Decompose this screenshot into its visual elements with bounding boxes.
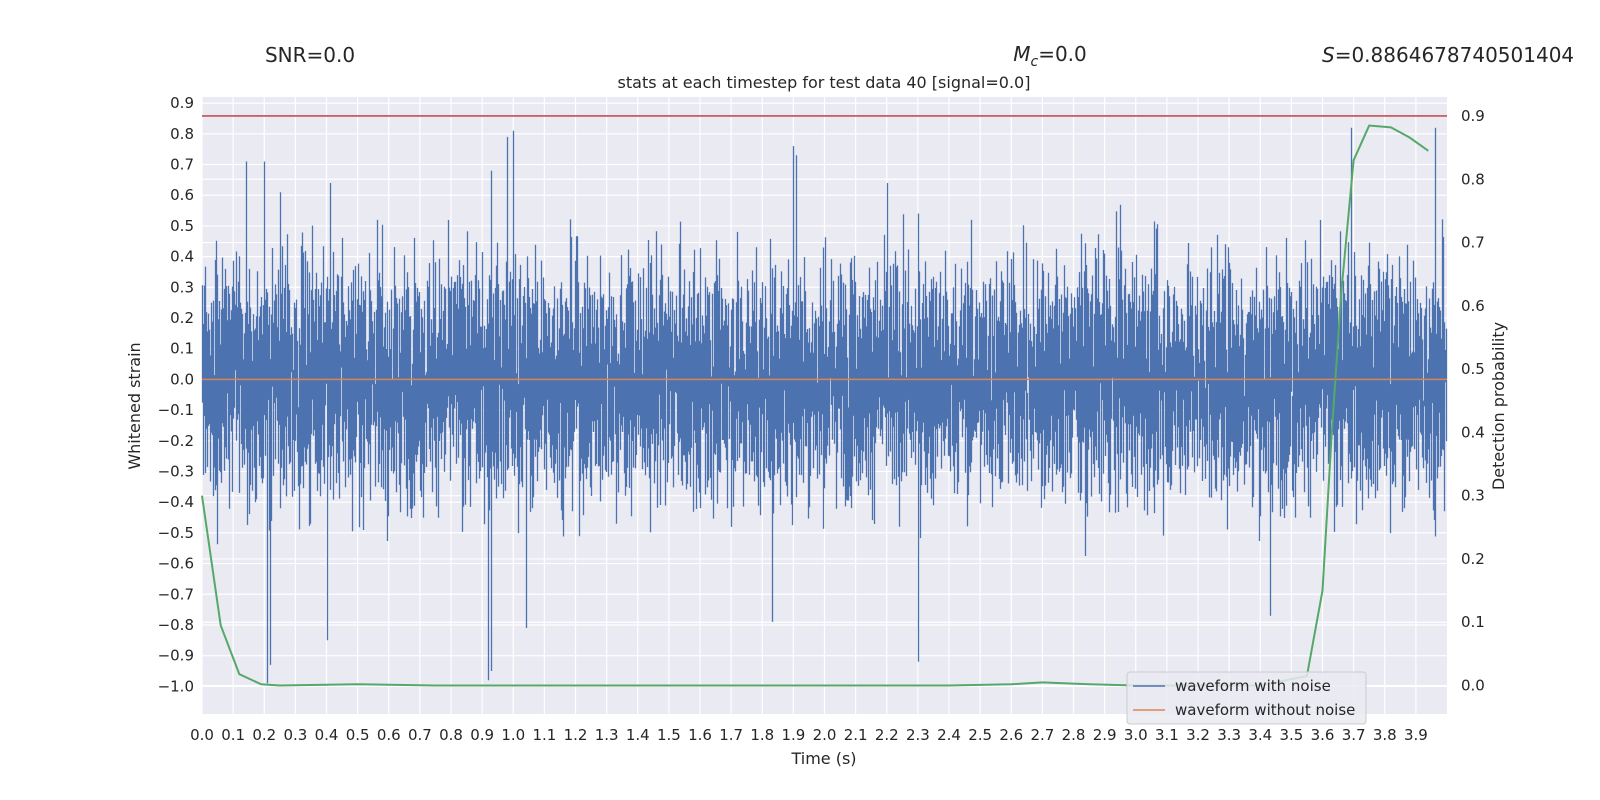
x-tick-labels: 0.0 0.1 0.2 0.3 0.4 0.5 0.6 0.7 0.8 0.9 1.0 1.1 1.2 1… xyxy=(190,726,1428,744)
x-tick-label: 1.8 xyxy=(750,726,774,744)
x-tick-label: 0.2 xyxy=(252,726,276,744)
x-tick-label: 1.0 xyxy=(501,726,525,744)
x-tick-label: 0.1 xyxy=(221,726,245,744)
x-tick-label: 3.5 xyxy=(1279,726,1303,744)
x-tick-label: 3.9 xyxy=(1404,726,1428,744)
x-tick-label: 0.5 xyxy=(346,726,370,744)
y-tick-label: −1.0 xyxy=(158,677,194,695)
chirp-mass-label: Mc=0.0 xyxy=(1013,42,1087,70)
y-tick-label: −0.3 xyxy=(158,462,194,480)
chart-title: stats at each timestep for test data 40 … xyxy=(618,73,1031,92)
y2-tick-label: 0.8 xyxy=(1461,170,1485,188)
y-tick-label: 0.0 xyxy=(170,370,194,388)
x-tick-label: 3.6 xyxy=(1311,726,1335,744)
y-tick-label: 0.4 xyxy=(170,248,194,266)
x-tick-label: 0.9 xyxy=(470,726,494,744)
y-tick-label: 0.6 xyxy=(170,186,194,204)
series-detection-probability xyxy=(201,124,1429,687)
y-tick-label: 0.5 xyxy=(170,217,194,235)
y-tick-label: −0.1 xyxy=(158,401,194,419)
y-tick-label: −0.8 xyxy=(158,616,194,634)
y-tick-label: −0.7 xyxy=(158,585,194,603)
y2-tick-label: 0.6 xyxy=(1461,297,1485,315)
x-tick-label: 0.3 xyxy=(283,726,307,744)
x-tick-label: 0.6 xyxy=(377,726,401,744)
x-tick-label: 2.8 xyxy=(1062,726,1086,744)
legend-label-noise: waveform with noise xyxy=(1175,677,1331,695)
legend: waveform with noise waveform without noi… xyxy=(1126,671,1367,725)
x-tick-label: 3.1 xyxy=(1155,726,1179,744)
y-tick-label: 0.1 xyxy=(170,340,194,358)
y2-tick-label: 0.3 xyxy=(1461,487,1485,505)
y2-tick-label: 0.2 xyxy=(1461,550,1485,568)
x-tick-label: 3.0 xyxy=(1124,726,1148,744)
legend-label-clean: waveform without noise xyxy=(1175,701,1355,719)
x-tick-label: 3.8 xyxy=(1373,726,1397,744)
x-tick-label: 2.0 xyxy=(813,726,837,744)
y2-tick-label: 0.5 xyxy=(1461,360,1485,378)
x-tick-label: 2.6 xyxy=(999,726,1023,744)
y-tick-label: 0.2 xyxy=(170,309,194,327)
y-tick-label: −0.9 xyxy=(158,647,194,665)
legend-box xyxy=(1126,671,1367,725)
y-axis-label: Whitened strain xyxy=(125,342,144,469)
y2-tick-label: 0.7 xyxy=(1461,234,1485,252)
y2-tick-label: 0.9 xyxy=(1461,107,1485,125)
x-axis-label: Time (s) xyxy=(790,749,856,768)
y-tick-labels: 0.9 0.8 0.7 0.6 0.5 0.4 0.3 0.2 0.1 0.0 −0.1 −0.2 −0… xyxy=(158,94,194,695)
x-tick-label: 2.4 xyxy=(937,726,961,744)
x-tick-label: 2.7 xyxy=(1030,726,1054,744)
x-tick-label: 1.3 xyxy=(595,726,619,744)
x-tick-label: 0.4 xyxy=(315,726,339,744)
y2-tick-label: 0.1 xyxy=(1461,613,1485,631)
x-tick-label: 3.7 xyxy=(1342,726,1366,744)
x-tick-label: 2.2 xyxy=(875,726,899,744)
y-tick-label: 0.3 xyxy=(170,278,194,296)
x-tick-label: 1.5 xyxy=(657,726,681,744)
x-tick-label: 2.5 xyxy=(968,726,992,744)
y2-tick-labels: 0.9 0.8 0.7 0.6 0.5 0.4 0.3 0.2 0.1 0.0 xyxy=(1461,107,1485,695)
y2-tick-label: 0.4 xyxy=(1461,423,1485,441)
x-tick-label: 0.7 xyxy=(408,726,432,744)
y2-tick-label: 0.0 xyxy=(1461,677,1485,695)
x-tick-label: 2.9 xyxy=(1093,726,1117,744)
x-tick-label: 3.2 xyxy=(1186,726,1210,744)
x-tick-label: 3.4 xyxy=(1248,726,1272,744)
y-tick-label: 0.7 xyxy=(170,156,194,174)
y-tick-label: 0.8 xyxy=(170,125,194,143)
y-tick-label: −0.4 xyxy=(158,493,194,511)
score-label: S=0.8864678740501404 xyxy=(1322,43,1574,67)
y-tick-label: −0.5 xyxy=(158,524,194,542)
x-tick-label: 2.3 xyxy=(906,726,930,744)
x-tick-label: 1.2 xyxy=(564,726,588,744)
x-tick-label: 0.8 xyxy=(439,726,463,744)
x-tick-label: 0.0 xyxy=(190,726,214,744)
x-tick-label: 1.6 xyxy=(688,726,712,744)
x-tick-label: 1.7 xyxy=(719,726,743,744)
x-tick-label: 1.9 xyxy=(781,726,805,744)
snr-label: SNR=0.0 xyxy=(265,43,355,67)
y-tick-label: 0.9 xyxy=(170,94,194,112)
x-tick-label: 2.1 xyxy=(844,726,868,744)
x-tick-label: 1.4 xyxy=(626,726,650,744)
y-tick-label: −0.2 xyxy=(158,432,194,450)
y2-axis-label: Detection probability xyxy=(1489,322,1508,490)
y-tick-label: −0.6 xyxy=(158,555,194,573)
x-tick-label: 3.3 xyxy=(1217,726,1241,744)
x-tick-label: 1.1 xyxy=(532,726,556,744)
